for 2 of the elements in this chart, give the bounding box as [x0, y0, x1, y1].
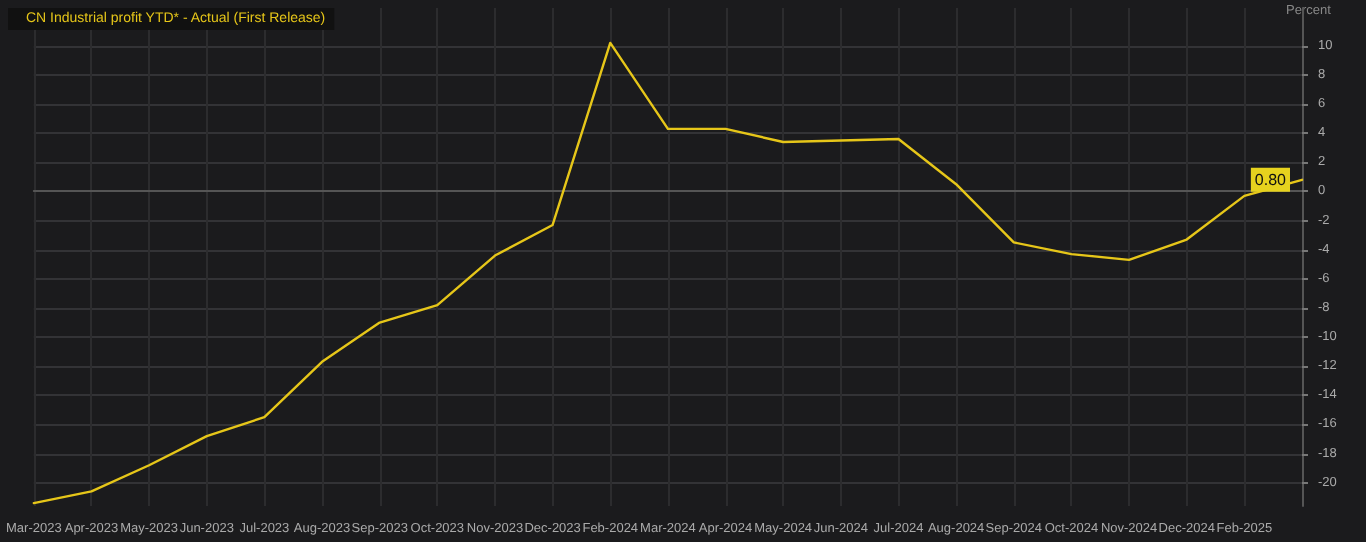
line-series: [32, 41, 1304, 505]
data-label: 0.80: [1254, 170, 1288, 189]
